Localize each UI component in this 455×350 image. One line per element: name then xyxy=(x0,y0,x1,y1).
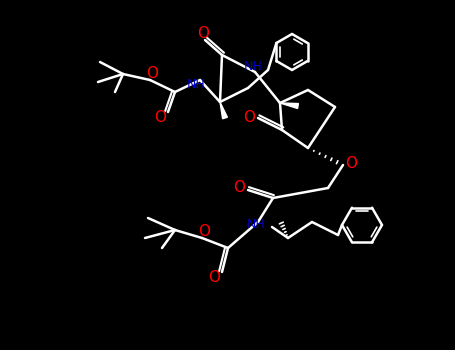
Polygon shape xyxy=(280,103,298,108)
Text: O: O xyxy=(208,271,220,286)
Text: NH: NH xyxy=(243,60,263,72)
Text: O: O xyxy=(345,155,357,170)
Polygon shape xyxy=(220,102,228,119)
Text: O: O xyxy=(154,111,166,126)
Text: O: O xyxy=(243,111,255,126)
Text: O: O xyxy=(198,224,210,239)
Text: NH: NH xyxy=(247,218,265,231)
Text: O: O xyxy=(233,181,245,196)
Text: O: O xyxy=(146,66,158,82)
Text: O: O xyxy=(197,27,209,42)
Text: NH: NH xyxy=(187,78,205,91)
